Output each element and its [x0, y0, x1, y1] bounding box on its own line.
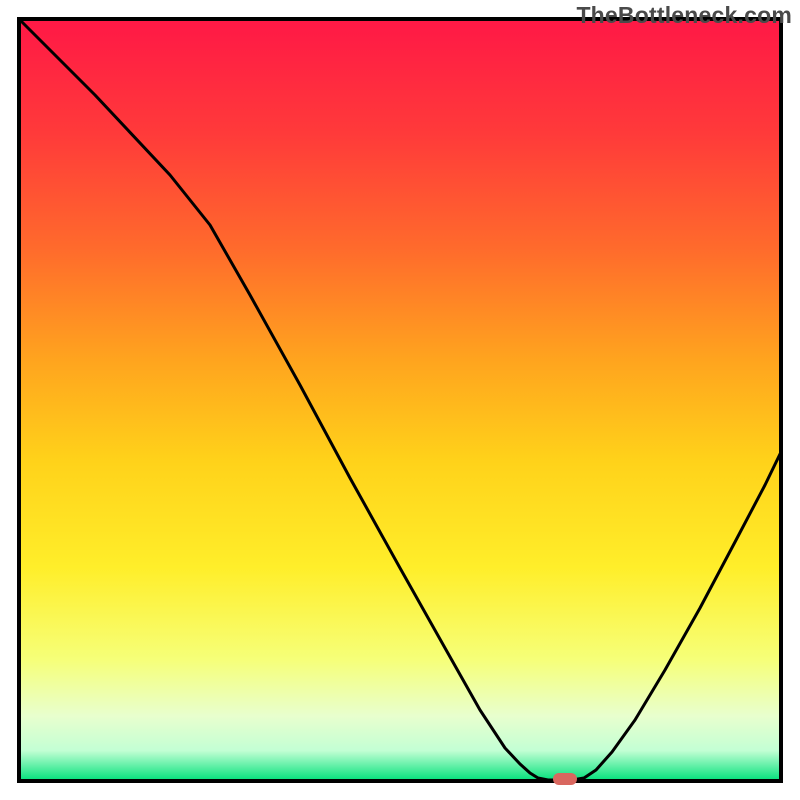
bottleneck-chart	[0, 0, 800, 800]
chart-stage: TheBottleneck.com	[0, 0, 800, 800]
min-marker	[553, 773, 577, 785]
